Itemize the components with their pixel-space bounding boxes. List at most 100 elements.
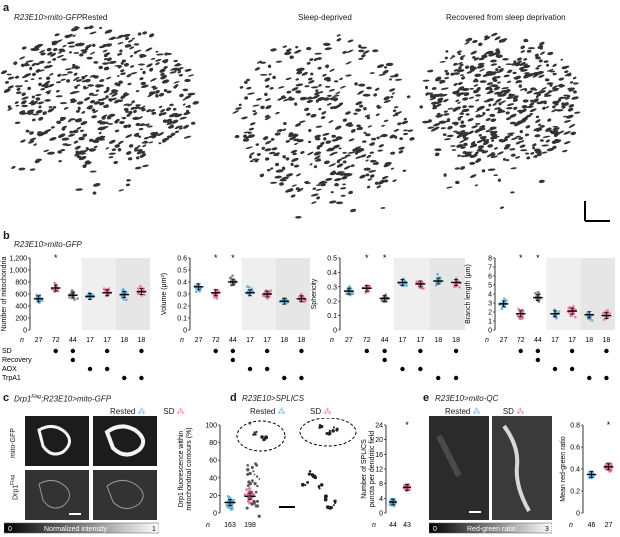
data-point [213,296,216,299]
mitochondrion-blob [285,77,292,81]
mitochondrion-blob [150,57,156,60]
data-point [70,289,74,292]
mitochondrion-blob [249,152,255,156]
mitochondrion-blob [176,63,182,67]
mitochondrion-blob [538,179,545,184]
mitochondrion-blob [443,98,449,103]
mitochondrion-blob [393,128,400,132]
n-value: 17 [416,337,424,344]
significance-star: * [365,253,369,263]
mitochondrion-blob [376,185,382,189]
condition-dot [453,375,459,381]
mitochondrion-blob [427,126,435,129]
mitochondrion-blob [272,75,276,80]
mitochondrion-blob [332,170,336,174]
mitochondrion-blob [505,111,510,115]
mitochondrion-blob [403,129,408,132]
mitochondrion-blob [406,95,411,99]
panel-d-legend: Rested ⁂ SD ⁂ [250,407,331,416]
mitochondrion-blob [532,146,536,150]
mitochondrion-blob [570,131,577,136]
splics-punctum [333,501,337,504]
mitochondrion-blob [127,103,133,107]
mitochondrion-blob [126,113,131,117]
mitochondrion-blob [136,150,144,155]
mitochondrion-blob [345,111,351,115]
mitochondrion-blob [84,74,88,77]
mitochondrion-blob [14,101,19,104]
mitochondrion-blob [75,188,83,191]
mitochondrion-blob [158,112,164,116]
condition-dot [604,348,609,354]
data-point [243,493,247,496]
mitochondrion-blob [21,46,27,50]
mitochondrion-blob [312,187,317,190]
mitochondrion-blob [488,103,492,107]
mitochondrion-blob [130,106,136,110]
mitochondrion-blob [295,215,302,219]
svg-text:0: 0 [8,526,12,533]
n-label: n [20,337,24,344]
y-tick-label: 1 [488,319,492,326]
n-value: 44 [534,337,542,344]
mitochondrion-blob [125,134,133,139]
mitochondrion-blob [513,60,517,64]
mitochondrion-blob [275,111,280,115]
mitochondrion-blob [532,74,539,78]
mitochondrion-blob [563,131,571,135]
mitochondrion-blob [62,44,67,48]
mitochondrion-blob [47,61,52,64]
mitochondrion-blob [326,79,332,82]
mitochondrion-blob [510,153,516,157]
mitochondrion-blob [460,56,464,61]
mitochondrion-blob [493,136,498,140]
mitochondrion-blob [315,125,323,128]
mitochondrion-blob [534,134,541,138]
mitochondrion-blob [560,96,567,99]
mitochondrion-blob [264,77,271,82]
splics-punctum [304,484,307,486]
mitochondrion-blob [38,105,42,109]
y-axis-label: Number of SPLICSpuncta per dendritic fie… [361,431,376,507]
y-tick-label: 24 [375,423,383,430]
mitochondrion-blob [355,155,362,159]
mitochondrion-blob [460,166,466,170]
splics-punctum [260,435,264,439]
mitochondrion-blob [138,63,145,66]
mitochondrion-blob [265,140,272,145]
mitochondrion-blob [307,151,314,156]
mitochondrion-blob [103,54,108,58]
mitochondrion-blob [348,190,353,195]
mitochondrion-blob [535,56,541,60]
mitochondrion-blob [28,140,35,144]
mitochondrion-blob [25,60,34,63]
y-tick-label: 80 [209,440,217,447]
y-tick-label: 5 [488,283,492,290]
mitochondrion-blob [91,115,97,119]
mitochondrion-blob [573,90,577,94]
neurite-dot [256,475,259,478]
mitochondrion-blob [526,90,533,94]
mitochondrion-blob [320,141,325,146]
mitochondrion-blob [322,132,330,136]
y-tick-label: 0 [183,328,187,335]
mitochondrion-blob [321,111,327,115]
data-point [364,285,367,288]
mitochondrion-blob [282,45,287,48]
mitochondrion-blob [315,134,321,139]
mitochondrion-blob [478,146,483,150]
mitochondrion-blob [520,50,526,53]
mitochondrion-blob [270,137,275,141]
mitochondrion-blob [173,80,180,84]
mitochondrion-blob [529,108,537,113]
mitochondrion-blob [304,85,310,88]
mitochondrion-blob [323,97,330,101]
mitochondrion-blob [106,43,113,47]
mitochondrion-blob [130,65,135,68]
mitochondrion-blob [105,95,109,99]
mitochondrion-blob [446,72,450,76]
mitochondrion-blob [29,66,33,71]
mitochondrion-blob [117,65,122,69]
panel-c-genotype: Drp1Flag;R23E10>mito-GFP [14,394,112,404]
mitochondrion-blob [79,129,84,132]
